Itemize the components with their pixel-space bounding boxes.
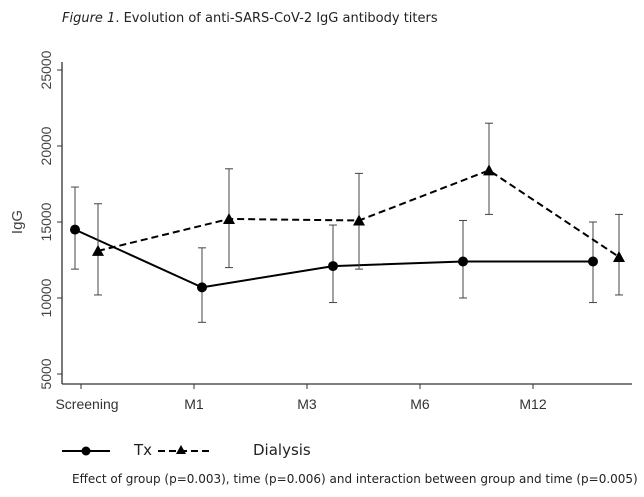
series-tx (70, 186, 598, 323)
legend-marker-dialysis (176, 445, 186, 454)
figure-title: Figure 1. Evolution of anti-SARS-CoV-2 I… (62, 11, 438, 26)
figure-title-text: . Evolution of anti-SARS-CoV-2 IgG antib… (115, 11, 438, 26)
data-point-triangle (353, 214, 365, 226)
y-tick-label: 20000 (38, 126, 54, 165)
legend-marker-tx (81, 446, 91, 456)
x-tick-label: M12 (519, 396, 546, 412)
data-point-triangle (483, 164, 495, 176)
data-point-circle (197, 282, 207, 293)
figure-title-prefix: Figure 1 (62, 11, 116, 26)
data-point-triangle (613, 250, 625, 262)
x-tick-label: M6 (410, 396, 430, 412)
y-axis-label: IgG (9, 210, 26, 234)
data-point-circle (588, 256, 598, 267)
data-point-triangle (223, 212, 235, 224)
footnote: Effect of group (p=0.003), time (p=0.006… (72, 472, 638, 486)
axes: 5000 10000 15000 20000 25000 IgG Screening M1 M3… (9, 50, 632, 412)
legend-label-dialysis: Dialysis (253, 441, 311, 459)
series-group (70, 122, 625, 323)
y-tick-label: 5000 (38, 358, 54, 389)
data-point-circle (458, 256, 468, 267)
y-tick-label: 25000 (38, 50, 54, 89)
y-tick-label: 15000 (38, 202, 54, 241)
x-tick-label: M3 (297, 396, 317, 412)
data-point-circle (328, 261, 338, 272)
data-point-circle (70, 224, 80, 235)
data-point-triangle (92, 244, 104, 256)
series-dialysis (92, 122, 625, 296)
y-tick-label: 10000 (38, 278, 54, 317)
x-tick-label: M1 (184, 396, 204, 412)
legend (62, 445, 210, 456)
x-tick-label: Screening (55, 396, 118, 412)
legend-label-tx: Tx (134, 441, 153, 459)
